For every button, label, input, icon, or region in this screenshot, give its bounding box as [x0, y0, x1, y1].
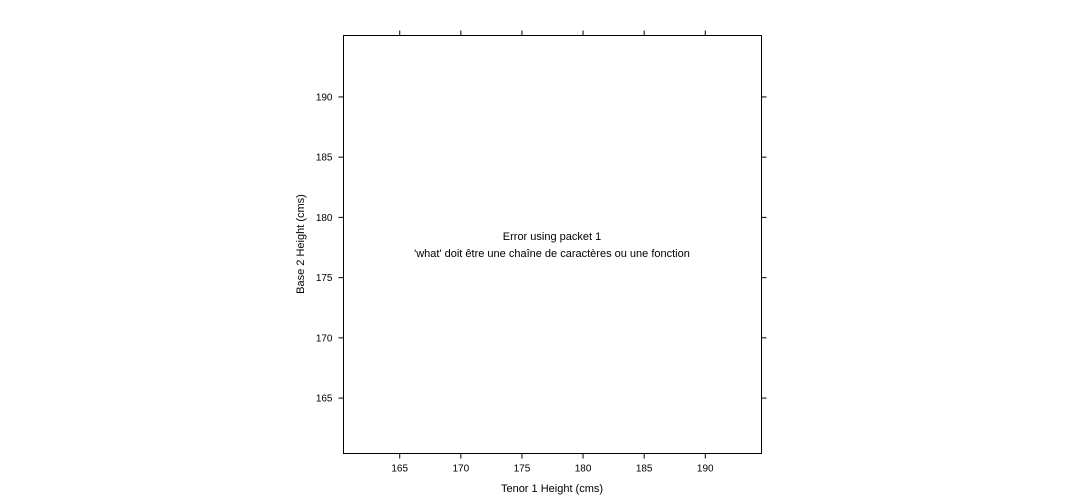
x-tick-label: 175	[514, 464, 531, 475]
y-tick-label: 190	[316, 92, 333, 103]
y-tick-label: 165	[316, 394, 333, 405]
y-axis: 165 170 175 180 185 190	[316, 92, 767, 405]
y-tick-label: 170	[316, 333, 333, 344]
error-message: 'what' doit être une chaîne de caractère…	[414, 248, 690, 260]
x-axis-label: Tenor 1 Height (cms)	[501, 483, 603, 495]
x-axis: 165 170 175 180 185 190	[391, 30, 714, 475]
plot-panel	[343, 35, 762, 454]
y-tick-label: 180	[316, 213, 333, 224]
y-axis-label: Base 2 Height (cms)	[295, 194, 307, 294]
x-tick-label: 185	[636, 464, 653, 475]
x-tick-label: 170	[452, 464, 469, 475]
error-title: Error using packet 1	[503, 231, 601, 243]
y-tick-label: 185	[316, 153, 333, 164]
y-tick-label: 175	[316, 273, 333, 284]
x-tick-label: 190	[697, 464, 714, 475]
x-tick-label: 165	[391, 464, 408, 475]
x-tick-label: 180	[575, 464, 592, 475]
